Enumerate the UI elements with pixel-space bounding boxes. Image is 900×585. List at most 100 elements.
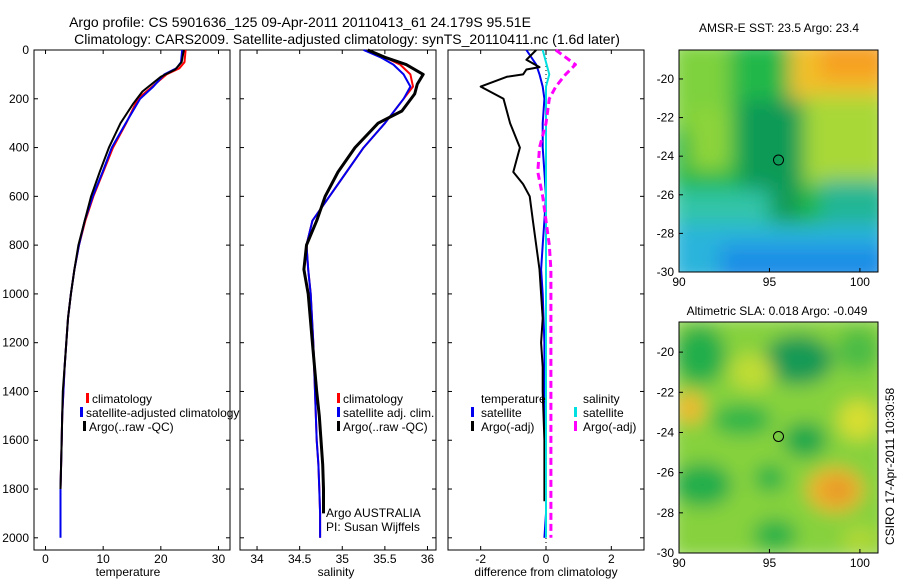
x-tick-label: 20 [154, 552, 168, 566]
pi-label: PI: Susan Wijffels [326, 520, 420, 534]
lat-tick-label: -30 [657, 265, 675, 279]
x-tick-label: 36 [421, 552, 435, 566]
legend-swatch-blue [337, 407, 340, 417]
legend-satellite-adjusted: satellite-adjusted climatology [86, 406, 239, 420]
x-tick-label: 35.5 [373, 552, 397, 566]
sla-map-frame [678, 321, 879, 554]
series-line-temperature-satellite [525, 49, 547, 538]
series-line-climatology [59, 49, 187, 526]
legend-climatology: climatology [92, 392, 152, 406]
depth-tick-label: 1200 [2, 336, 29, 350]
depth-tick-label: 400 [9, 141, 29, 155]
lat-tick-label: -24 [657, 425, 675, 439]
legend-swatch-black [337, 421, 340, 431]
depth-tick-label: 1000 [2, 287, 29, 301]
lat-tick-label: -28 [657, 506, 675, 520]
salinity-xlabel: salinity [318, 565, 355, 579]
salinity-axis: 34 34.5 35 35.5 36 [250, 50, 434, 566]
depth-tick-label: 0 [22, 43, 29, 57]
series-line-salinity-argo-adj- [536, 48, 577, 538]
argo-location-marker [773, 154, 784, 166]
x-tick-label: 34 [250, 552, 264, 566]
figure-title-line2: Climatology: CARS2009. Satellite-adjuste… [74, 31, 620, 47]
lat-tick-label: -26 [657, 466, 675, 480]
legend-temperature-title: temperature [481, 392, 546, 406]
series-line-satellite-adj-clim- [305, 49, 412, 538]
legend-swatch-blue [471, 407, 474, 417]
legend-swatch-red [86, 393, 89, 403]
depth-tick-label: 200 [9, 92, 29, 106]
x-tick-label: 30 [212, 552, 226, 566]
depth-tick-label: 1800 [2, 482, 29, 496]
legend-satellite-adj: satellite adj. clim. [343, 406, 434, 420]
difference-xlabel: difference from climatology [474, 565, 617, 579]
lon-tick-label: 95 [763, 275, 777, 289]
legend-argo-raw: Argo(..raw -QC) [89, 420, 174, 434]
x-tick-label: 0 [42, 552, 49, 566]
lon-tick-label: 100 [850, 556, 870, 570]
legend-swatch-cyan [574, 407, 577, 417]
x-tick-label: 0 [543, 552, 550, 566]
temperature-series [59, 49, 187, 538]
x-tick-label: -2 [475, 552, 486, 566]
legend-swatch-black [471, 421, 474, 431]
salinity-legend: climatology satellite adj. clim. Argo(..… [326, 392, 434, 534]
x-tick-label: 34.5 [288, 552, 312, 566]
sla-heatmap [679, 322, 878, 553]
lat-tick-label: -26 [657, 188, 675, 202]
difference-legend-temperature: temperature satellite Argo(-adj) [471, 392, 546, 434]
temperature-legend: climatology satellite-adjusted climatolo… [80, 392, 239, 434]
lat-tick-label: -28 [657, 226, 675, 240]
legend-temp-satellite: satellite [481, 406, 522, 420]
legend-sal-argo: Argo(-adj) [583, 420, 636, 434]
argo-australia-label: Argo AUSTRALIA [326, 506, 421, 520]
lon-tick-label: 95 [763, 556, 777, 570]
sla-map-title: Altimetric SLA: 0.018 Argo: -0.049 [687, 304, 868, 318]
argo-location-marker [773, 430, 784, 442]
sst-map-axis: 90 95 100 -20 -22 -24 -26 -28 -30 [657, 72, 871, 289]
legend-swatch-red [337, 393, 340, 403]
sst-map-frame [678, 49, 879, 273]
legend-swatch-black [83, 421, 86, 431]
lon-tick-label: 90 [672, 556, 686, 570]
lat-tick-label: -22 [657, 385, 675, 399]
depth-tick-label: 1600 [2, 433, 29, 447]
x-tick-label: 10 [96, 552, 110, 566]
csiro-credit: CSIRO 17-Apr-2011 10:30:58 [883, 387, 897, 545]
legend-swatch-magenta [574, 421, 577, 431]
temperature-xlabel: temperature [96, 565, 161, 579]
sst-heatmap [679, 50, 878, 272]
series-line-argo-raw-qc- [59, 49, 185, 490]
depth-tick-label: 600 [9, 189, 29, 203]
lat-tick-label: -24 [657, 149, 675, 163]
legend-sal-satellite: satellite [583, 406, 624, 420]
temperature-panel-frame [33, 49, 231, 551]
x-tick-label: 2 [608, 552, 615, 566]
legend-climatology: climatology [343, 392, 403, 406]
lat-tick-label: -20 [657, 72, 675, 86]
lon-tick-label: 100 [850, 275, 870, 289]
temperature-axis: 0 10 20 30 [42, 50, 225, 566]
depth-axis: 0 200 400 600 800 1000 1200 1400 1600 1800 2000 [2, 43, 644, 545]
lon-tick-label: 90 [672, 275, 686, 289]
lat-tick-label: -20 [657, 345, 675, 359]
depth-tick-label: 2000 [2, 531, 29, 545]
x-tick-label: 35 [336, 552, 350, 566]
lat-tick-label: -22 [657, 111, 675, 125]
depth-tick-label: 800 [9, 238, 29, 252]
legend-swatch-blue [80, 407, 83, 417]
legend-salinity-title: salinity [583, 392, 620, 406]
salinity-series [302, 48, 425, 538]
sst-map-title: AMSR-E SST: 23.5 Argo: 23.4 [699, 21, 859, 35]
legend-argo-raw: Argo(..raw -QC) [343, 420, 428, 434]
series-line-salinity-satellite [541, 49, 551, 538]
sla-map-axis: 90 95 100 -20 -22 -24 -26 -28 -30 [657, 345, 871, 570]
difference-legend-salinity: salinity satellite Argo(-adj) [574, 392, 636, 434]
salinity-panel-frame [239, 49, 437, 551]
depth-tick-label: 1400 [2, 384, 29, 398]
series-line-temperature-argo-adj- [479, 49, 546, 502]
legend-temp-argo: Argo(-adj) [481, 420, 534, 434]
series-line-argo-raw-qc- [302, 48, 425, 514]
lat-tick-label: -30 [657, 546, 675, 560]
